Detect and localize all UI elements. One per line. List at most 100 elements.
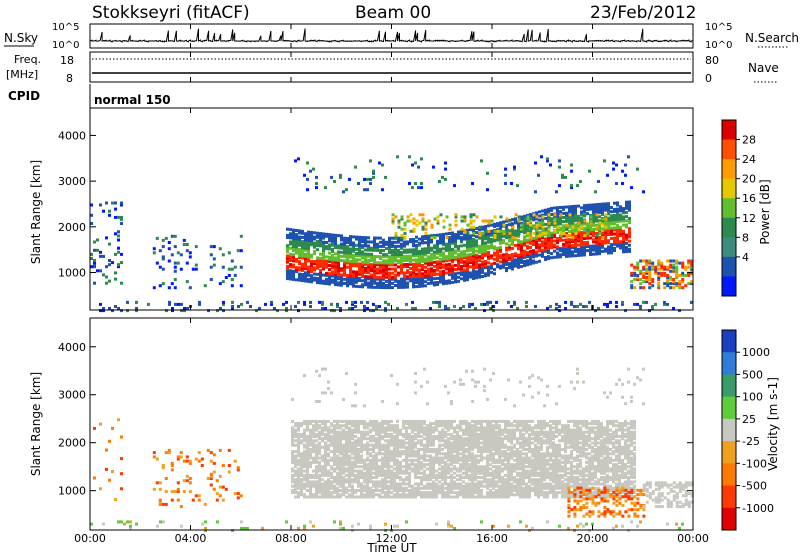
velocity-cell <box>462 491 465 495</box>
power-cell <box>478 265 481 269</box>
velocity-cell <box>396 439 399 443</box>
velocity-cell <box>327 491 330 495</box>
power-cell <box>553 245 556 249</box>
power-cell <box>568 213 572 217</box>
velocity-cell <box>408 489 411 492</box>
velocity-cell <box>402 452 405 456</box>
velocity-cell <box>336 430 339 434</box>
velocity-cell <box>218 494 222 498</box>
power-cell <box>496 228 499 232</box>
velocity-cell <box>201 522 204 526</box>
velocity-cell <box>423 454 426 458</box>
velocity-cell <box>303 452 306 456</box>
velocity-cell <box>297 441 300 445</box>
velocity-cell <box>378 426 381 430</box>
power-cell <box>364 262 367 266</box>
velocity-cell <box>471 463 474 467</box>
power-cell <box>619 232 622 236</box>
velocity-cell <box>447 428 450 432</box>
power-cell <box>415 281 418 284</box>
power-cell <box>625 246 628 249</box>
power-cell <box>607 231 610 234</box>
velocity-cell <box>402 458 405 462</box>
power-cell <box>448 238 451 242</box>
power-cell <box>466 267 469 271</box>
power-cell <box>334 277 337 280</box>
power-cell <box>630 286 634 290</box>
power-cell <box>382 253 385 257</box>
power-cell <box>418 282 421 286</box>
power-cell <box>513 167 516 171</box>
velocity-cell <box>375 452 378 456</box>
power-cell <box>427 245 430 248</box>
power-cell <box>445 257 448 261</box>
power-cell <box>352 276 355 280</box>
power-cell <box>657 271 661 275</box>
power-cell <box>516 184 519 188</box>
power-cell <box>405 302 408 306</box>
power-cell <box>583 251 586 255</box>
power-cell <box>451 260 454 264</box>
velocity-cell <box>209 472 213 476</box>
velocity-cell <box>429 465 432 469</box>
power-cell <box>454 278 457 282</box>
power-cell <box>505 267 508 270</box>
power-cell <box>481 264 484 268</box>
power-cell <box>499 237 502 241</box>
power-cell <box>421 253 424 257</box>
velocity-cell <box>423 458 426 462</box>
power-cell <box>108 213 111 217</box>
velocity-cell <box>441 452 444 456</box>
power-cell <box>532 238 535 242</box>
velocity-cell <box>474 428 477 432</box>
velocity-cell <box>441 419 444 423</box>
power-cell <box>547 213 551 217</box>
velocity-cell <box>369 526 372 530</box>
velocity-cell <box>345 422 348 426</box>
power-cell <box>529 227 533 231</box>
power-cell <box>298 247 301 251</box>
velocity-cell <box>444 424 447 428</box>
power-cell <box>505 254 508 258</box>
power-cell <box>484 235 487 239</box>
velocity-cell <box>420 441 423 445</box>
power-cell <box>397 271 400 275</box>
velocity-cell <box>462 437 465 441</box>
power-cell <box>421 259 424 263</box>
velocity-cell <box>390 424 393 428</box>
velocity-cell <box>294 486 297 490</box>
power-cell <box>436 221 440 225</box>
power-cell <box>511 257 514 261</box>
power-cell <box>331 264 334 268</box>
power-cell <box>556 253 559 257</box>
power-cell <box>361 283 364 287</box>
velocity-cell <box>366 441 369 445</box>
velocity-cell <box>465 439 468 443</box>
power-cell <box>564 175 567 179</box>
power-cell <box>579 302 582 306</box>
power-cell <box>547 209 550 213</box>
velocity-cell <box>423 437 426 441</box>
power-cell <box>328 247 331 251</box>
velocity-cell <box>447 522 450 526</box>
velocity-cell <box>297 422 300 426</box>
power-cell <box>666 280 670 284</box>
velocity-cell <box>372 424 375 428</box>
power-cell <box>394 236 398 239</box>
power-cell <box>595 205 598 209</box>
power-cell <box>666 282 670 286</box>
freq-tick-top: 18 <box>60 54 74 67</box>
power-cell <box>460 230 463 233</box>
power-cell <box>562 216 565 219</box>
velocity-cell <box>321 437 324 441</box>
velocity-cell <box>372 445 375 449</box>
power-cell <box>619 227 622 231</box>
power-cell <box>454 239 457 243</box>
velocity-cell <box>342 476 345 479</box>
power-cell <box>376 271 379 275</box>
power-cell <box>508 245 511 249</box>
velocity-cell <box>345 419 348 423</box>
velocity-cell <box>402 469 405 473</box>
power-cell <box>388 247 391 250</box>
power-cell <box>355 247 358 251</box>
